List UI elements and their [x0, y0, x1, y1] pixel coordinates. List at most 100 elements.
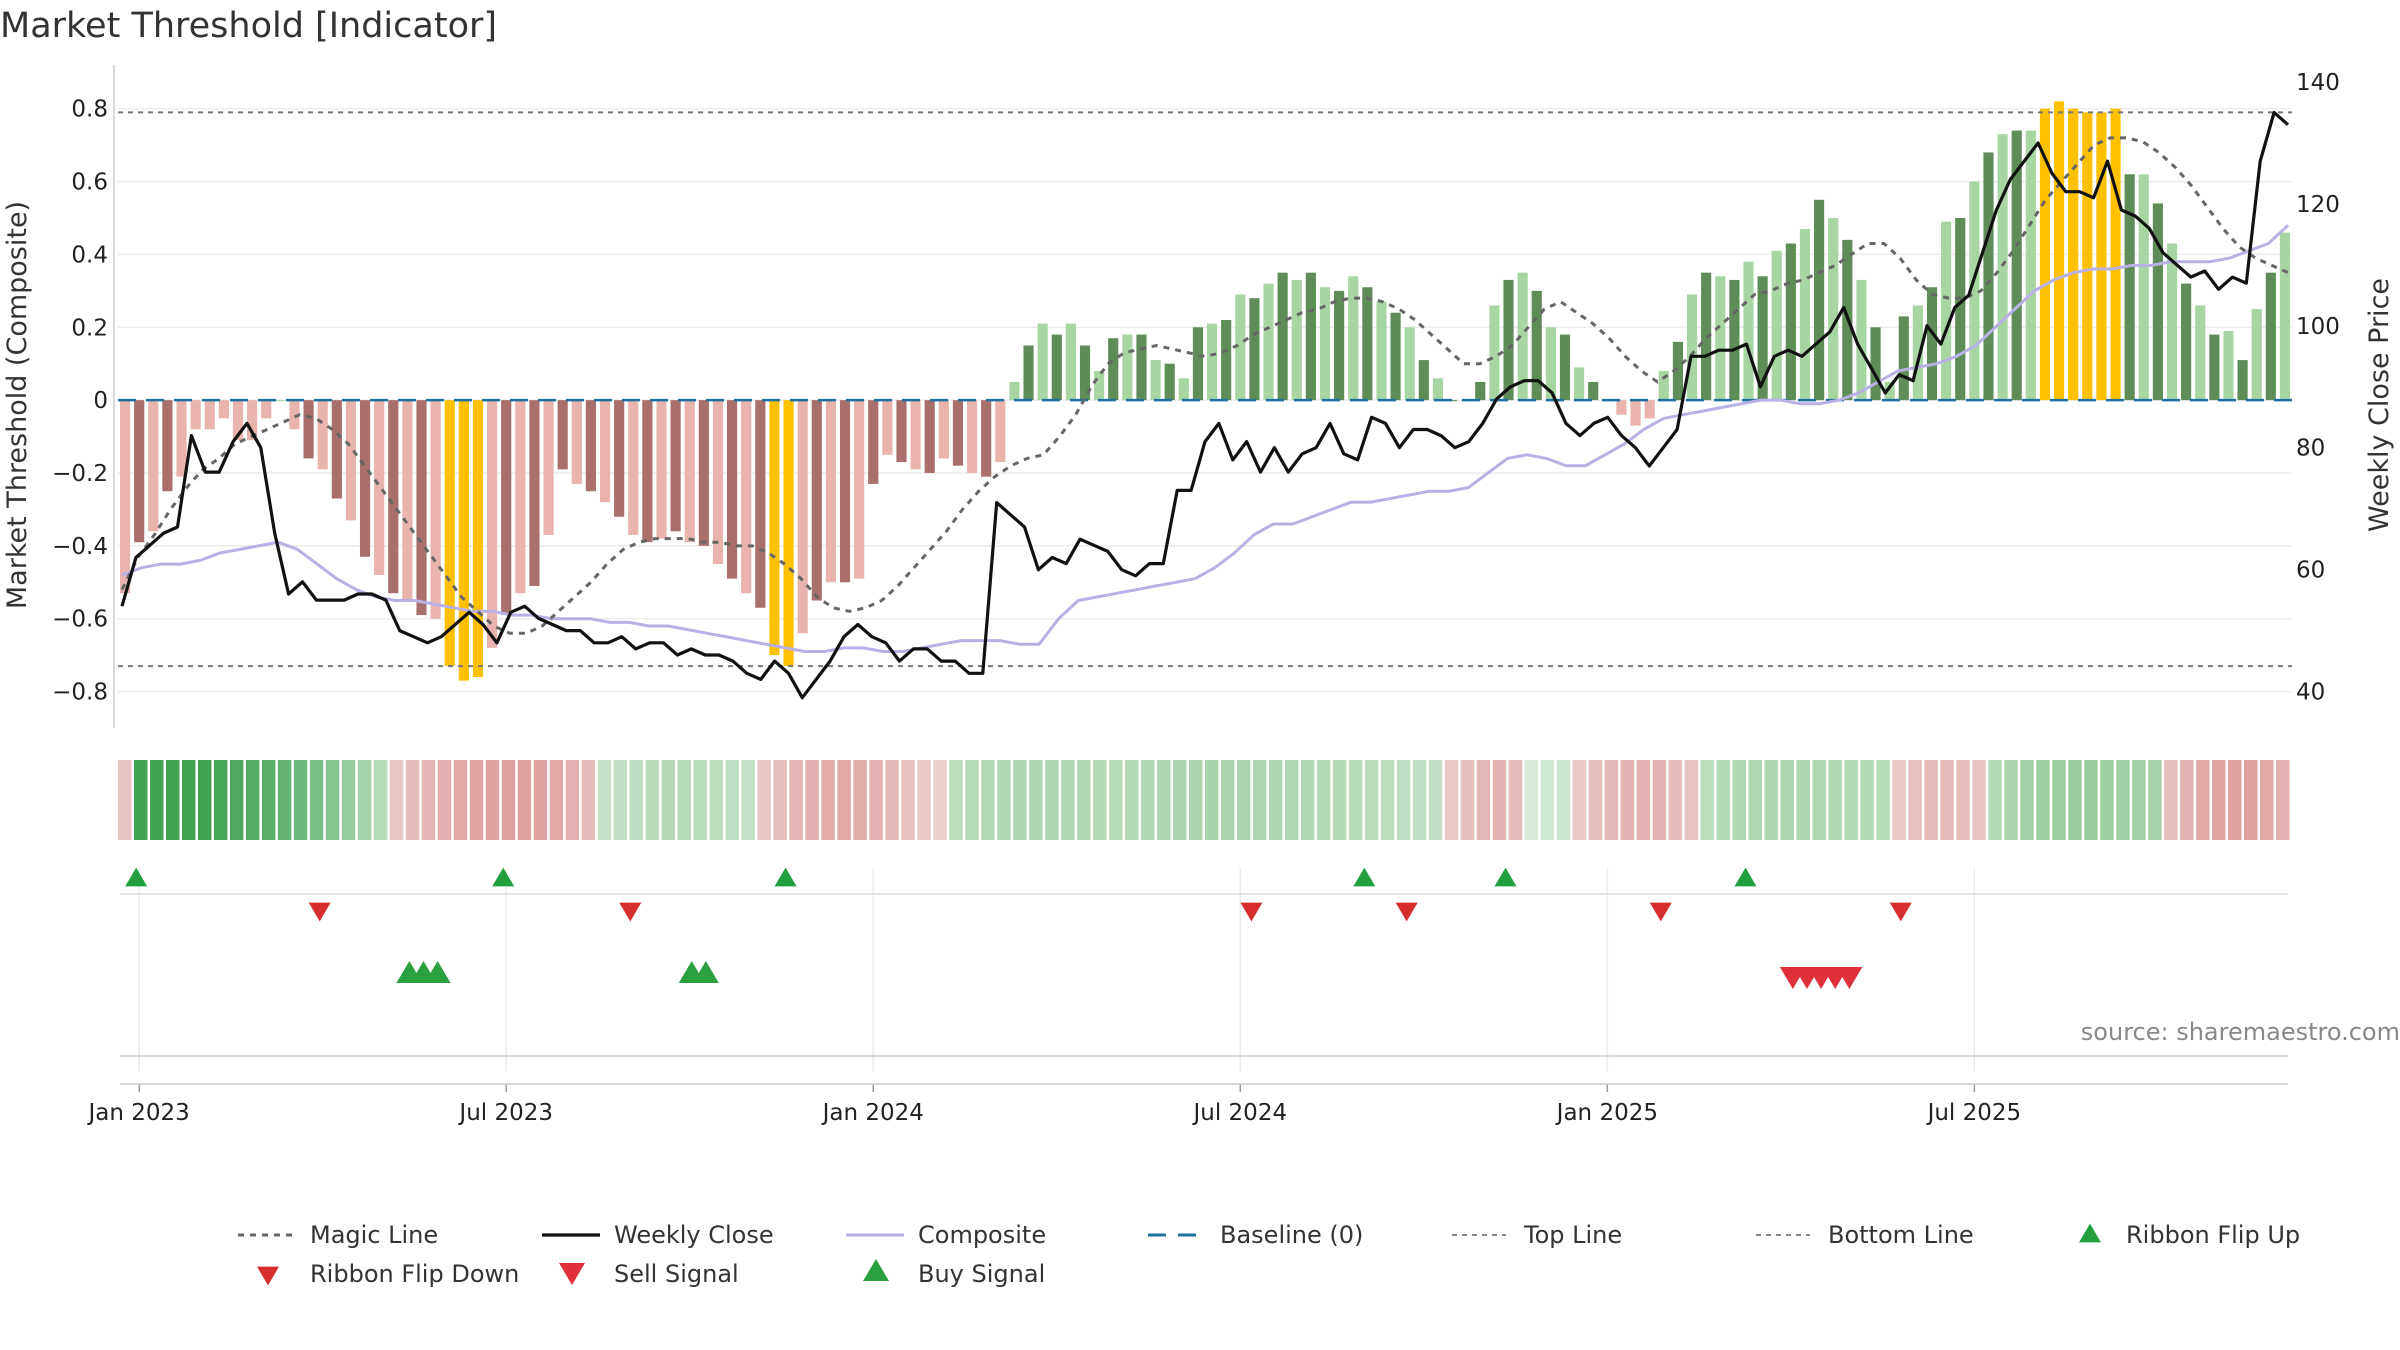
composite-bar [1630, 400, 1641, 426]
composite-bar [1065, 323, 1076, 401]
ribbon-cell [1300, 760, 1315, 840]
composite-bar [825, 400, 836, 583]
ribbon-cell [1556, 760, 1571, 840]
ribbon-cell [2052, 760, 2066, 840]
composite-bar [2124, 174, 2135, 401]
composite-bar [1559, 334, 1571, 401]
ribbon-cell [485, 760, 500, 840]
ribbon-cell [2276, 760, 2290, 840]
composite-bar [430, 400, 441, 619]
composite-bar [1192, 327, 1204, 401]
composite-bar [1870, 327, 1881, 401]
ribbon-cell [2100, 760, 2114, 840]
ribbon-cell [1077, 760, 1091, 840]
ribbon-flip-down-marker [1395, 902, 1418, 922]
ribbon-cell [741, 760, 755, 840]
ribbon-cell [118, 760, 132, 840]
ribbon-cell [1588, 760, 1603, 840]
ribbon-cell [1029, 760, 1043, 840]
ribbon-cell [1796, 760, 1810, 840]
ribbon-cell [325, 760, 340, 840]
composite-bar [1390, 312, 1401, 401]
composite-bar [2251, 309, 2262, 401]
legend-swatch-sell-signal [559, 1262, 585, 1286]
composite-bar [1531, 290, 1542, 401]
composite-bar [515, 400, 526, 594]
y-left-tick-label: −0.2 [52, 461, 108, 487]
magic-line [120, 136, 2289, 635]
composite-bar [1926, 287, 1938, 401]
composite-bar [289, 400, 300, 430]
composite-bar [303, 400, 314, 459]
ribbon-cell [1620, 760, 1635, 840]
composite-bar [1743, 261, 1754, 401]
ribbon-cell [629, 760, 644, 840]
composite-bar [783, 400, 794, 667]
ribbon-cell [997, 760, 1011, 840]
ribbon-cell [1268, 760, 1283, 840]
ribbon-cell [1236, 760, 1251, 840]
composite-bar [882, 400, 893, 455]
legend-label: Ribbon Flip Down [310, 1260, 519, 1288]
composite-bar [995, 400, 1006, 463]
composite-bar [247, 400, 258, 441]
composite-bar [204, 400, 215, 430]
legend-label: Top Line [1523, 1221, 1622, 1249]
composite-bar [2279, 232, 2291, 401]
composite-bar [148, 400, 159, 532]
x-tick-label: Jul 2023 [457, 1100, 553, 1126]
y-left-tick-label: −0.8 [52, 680, 108, 706]
ribbon-cell [1093, 760, 1107, 840]
x-tick-label: Jan 2023 [87, 1100, 190, 1126]
composite-bar [1136, 334, 1147, 401]
composite-bar [670, 400, 681, 532]
y-right-tick-label: 120 [2296, 192, 2340, 218]
ribbon-cell [357, 760, 372, 840]
y-left-tick-label: −0.6 [52, 607, 108, 633]
ribbon-cell [1396, 760, 1411, 840]
ribbon-cell [1444, 760, 1459, 840]
composite-bar [1334, 290, 1345, 401]
composite-bar [727, 400, 738, 579]
composite-bar [2011, 130, 2022, 401]
composite-bar [1644, 400, 1655, 419]
composite-bar [952, 400, 964, 466]
ribbon-cell [405, 760, 420, 840]
ribbon-cell [645, 760, 659, 840]
y-left-tick-label: 0.4 [71, 242, 108, 268]
composite-bar [1969, 181, 1980, 401]
ribbon-cell [2196, 760, 2210, 840]
y-axis-right-label: Weekly Close Price [2364, 278, 2395, 532]
ribbon-cell [1716, 760, 1731, 840]
ribbon-flip-down-marker [619, 902, 642, 922]
y-right-tick-label: 140 [2296, 70, 2340, 96]
composite-bar [599, 400, 611, 503]
ribbon-cell [773, 760, 787, 840]
ribbon-cell [1157, 760, 1171, 840]
ribbon-cell [789, 760, 803, 840]
composite-bar [1122, 334, 1133, 401]
composite-bar [2039, 108, 2051, 401]
legend-swatch-ribbon-flip-up [2079, 1223, 2101, 1243]
series-lines [118, 110, 2292, 700]
ribbon-cell [1045, 760, 1059, 840]
composite-bar [1588, 381, 1599, 401]
chart-title: Market Threshold [Indicator] [0, 6, 498, 46]
ribbon-cell [229, 760, 244, 840]
buy-signal-marker [424, 960, 451, 984]
composite-bar [1263, 283, 1274, 401]
composite-bar [1094, 371, 1105, 401]
composite-bar [1771, 250, 1782, 401]
composite-bar [1376, 301, 1387, 401]
ribbon-cell [501, 760, 516, 840]
composite-bar [402, 400, 413, 601]
composite-bar [1912, 305, 1923, 401]
ribbon-flip-up-marker [1494, 867, 1517, 887]
composite-bar [2195, 305, 2206, 401]
composite-bar [1686, 294, 1698, 401]
ribbon-cell [1125, 760, 1139, 840]
ribbon-cell [421, 760, 436, 840]
x-tick-label: Jan 2024 [821, 1100, 924, 1126]
composite-bar [176, 400, 187, 477]
ribbon-cell [1220, 760, 1235, 840]
